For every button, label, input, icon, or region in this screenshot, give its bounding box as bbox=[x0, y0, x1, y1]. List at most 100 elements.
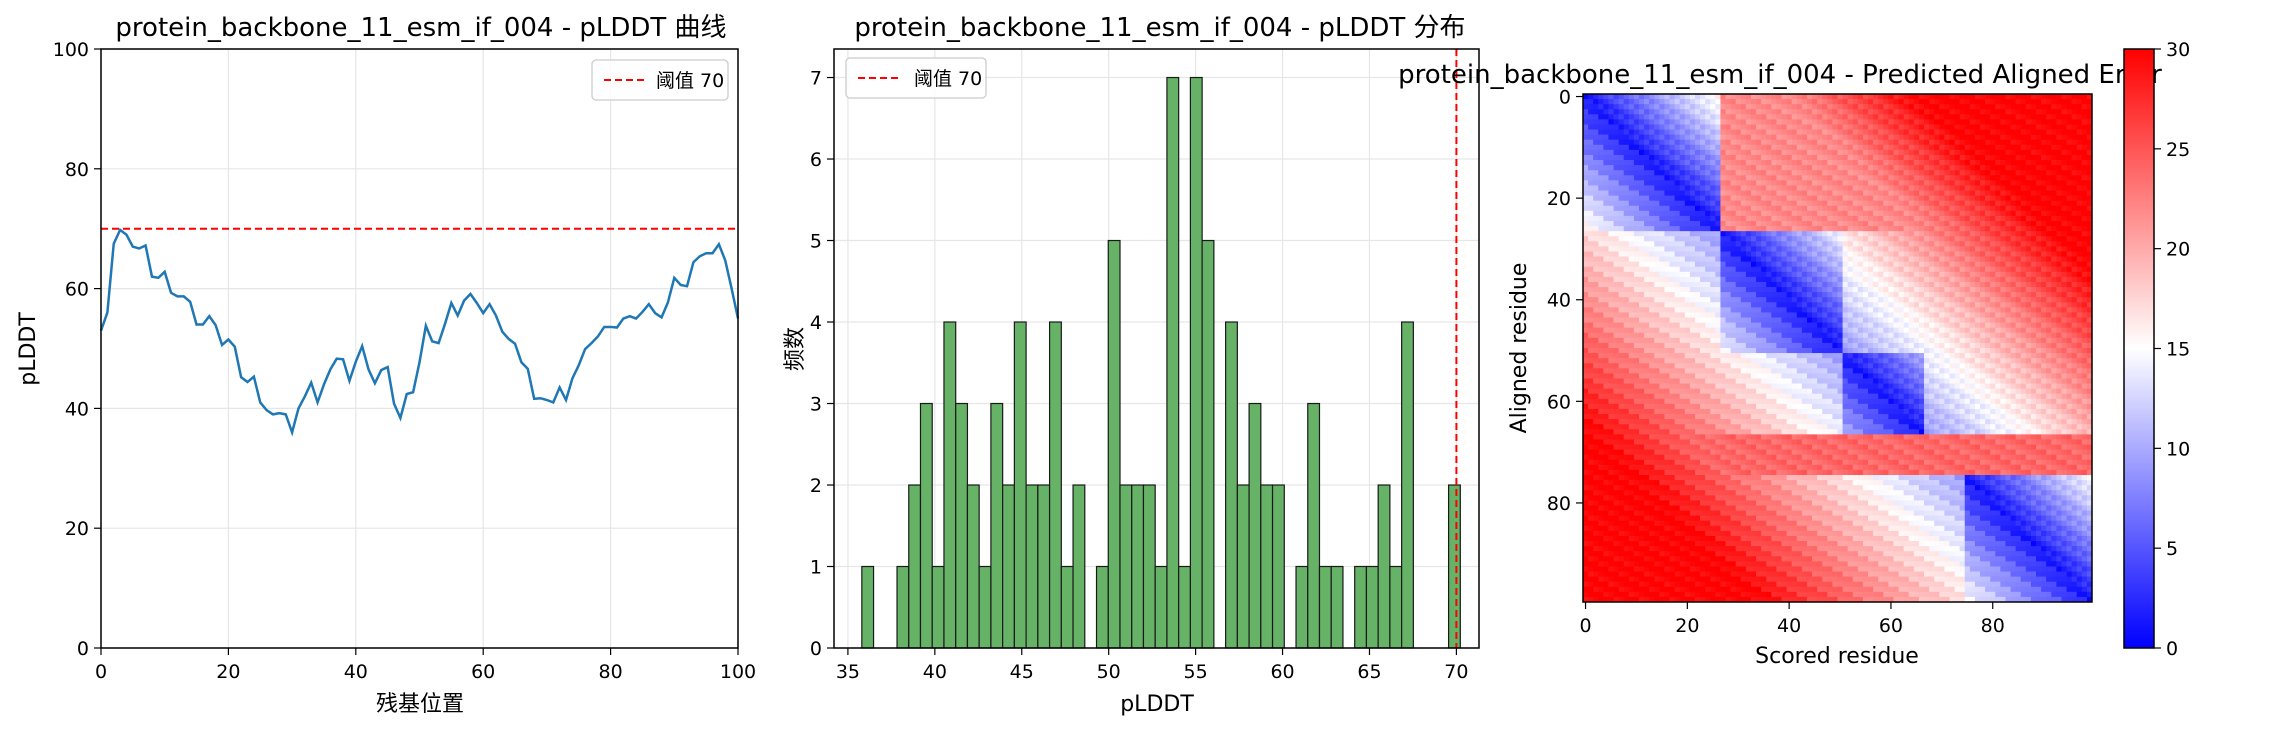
heatmap-cell bbox=[1750, 175, 1757, 181]
heatmap-cell bbox=[1628, 246, 1635, 252]
heatmap-cell bbox=[1827, 221, 1833, 227]
heatmap-cell bbox=[2020, 256, 2027, 263]
heatmap-cell bbox=[1664, 317, 1670, 323]
heatmap-cell bbox=[1908, 226, 1915, 232]
heatmap-cell bbox=[1786, 302, 1793, 308]
heatmap-cell bbox=[1664, 185, 1670, 191]
heatmap-cell bbox=[1888, 322, 1894, 329]
heatmap-cell bbox=[1644, 205, 1650, 212]
heatmap-cell bbox=[1613, 160, 1620, 166]
heatmap-cell bbox=[1781, 276, 1787, 283]
heatmap-cell bbox=[1730, 302, 1737, 308]
heatmap-cell bbox=[2076, 99, 2083, 105]
heatmap-cell bbox=[1669, 246, 1676, 252]
heatmap-cell bbox=[2015, 302, 2022, 308]
heatmap-cell bbox=[1842, 312, 1849, 318]
heatmap-cell bbox=[1745, 129, 1752, 136]
heatmap-cell bbox=[2010, 281, 2017, 288]
heatmap-cell bbox=[2025, 292, 2032, 298]
heatmap-cell bbox=[1781, 109, 1787, 115]
heatmap-cell bbox=[1913, 205, 1920, 212]
heatmap-cell bbox=[2025, 281, 2032, 288]
heatmap-cell bbox=[1959, 170, 1966, 176]
heatmap-cell bbox=[1776, 190, 1782, 196]
heatmap-cell bbox=[1638, 175, 1645, 181]
heatmap-cell bbox=[1898, 114, 1905, 120]
heatmap-cell bbox=[1700, 154, 1706, 161]
heatmap-cell bbox=[1628, 281, 1635, 288]
heatmap-cell bbox=[1913, 312, 1920, 318]
heatmap-cell bbox=[1659, 332, 1665, 339]
heatmap-cell bbox=[1710, 307, 1716, 313]
heatmap-cell bbox=[1756, 104, 1762, 110]
heatmap-cell bbox=[1588, 175, 1594, 181]
heatmap-cell bbox=[1715, 251, 1721, 257]
heatmap-cell bbox=[1710, 332, 1716, 339]
heatmap-cell bbox=[1689, 226, 1696, 232]
heatmap-cell bbox=[1705, 195, 1711, 202]
heatmap-cell bbox=[1674, 119, 1681, 125]
heatmap-cell bbox=[1603, 104, 1609, 110]
heatmap-cell bbox=[1593, 114, 1599, 120]
heatmap-cell bbox=[1944, 94, 1950, 100]
heatmap-cell bbox=[1949, 200, 1955, 207]
heatmap-cell bbox=[1776, 221, 1782, 227]
heatmap-cell bbox=[1644, 322, 1650, 329]
heatmap-cell bbox=[1725, 180, 1732, 186]
heatmap-cell bbox=[1832, 302, 1838, 308]
heatmap-cell bbox=[1995, 287, 2001, 293]
heatmap-cell bbox=[2010, 114, 2017, 120]
heatmap-cell bbox=[1694, 185, 1701, 191]
heatmap-cell bbox=[1857, 307, 1864, 313]
heatmap-cell bbox=[1761, 210, 1767, 217]
heatmap-cell bbox=[2071, 185, 2078, 191]
heatmap-cell bbox=[1715, 307, 1721, 313]
heatmap-cell bbox=[1715, 337, 1721, 344]
heatmap-cell bbox=[1995, 94, 2001, 100]
heatmap-cell bbox=[1766, 221, 1772, 227]
heatmap-cell bbox=[1847, 221, 1854, 227]
heatmap-cell bbox=[1934, 271, 1940, 278]
heatmap-cell bbox=[1786, 165, 1793, 171]
heatmap-cell bbox=[1679, 129, 1686, 136]
heatmap-cell bbox=[2071, 200, 2078, 207]
heatmap-cell bbox=[2086, 129, 2093, 136]
heatmap-cell bbox=[1806, 99, 1813, 105]
heatmap-cell bbox=[1974, 307, 1981, 313]
heatmap-cell bbox=[1801, 337, 1808, 344]
heatmap-cell bbox=[1679, 241, 1686, 247]
heatmap-cell bbox=[2036, 337, 2042, 344]
heatmap-cell bbox=[1603, 195, 1609, 202]
heatmap-cell bbox=[2041, 195, 2047, 202]
heatmap-cell bbox=[1868, 226, 1874, 232]
heatmap-cell bbox=[2025, 231, 2032, 237]
heatmap-cell bbox=[2000, 94, 2006, 100]
heatmap-cell bbox=[1725, 190, 1732, 196]
heatmap-cell bbox=[1608, 312, 1614, 318]
heatmap-cell bbox=[2071, 312, 2078, 318]
heatmap-cell bbox=[1873, 302, 1879, 308]
heatmap-cell bbox=[1623, 337, 1630, 344]
heatmap-cell bbox=[1756, 119, 1762, 125]
heatmap-cell bbox=[2036, 114, 2042, 120]
heatmap-cell bbox=[1781, 119, 1787, 125]
heatmap-cell bbox=[1766, 165, 1772, 171]
heatmap-cell bbox=[2081, 226, 2088, 232]
heatmap-cell bbox=[1995, 195, 2001, 202]
heatmap-cell bbox=[1908, 180, 1915, 186]
heatmap-cell bbox=[1883, 256, 1889, 263]
heatmap-cell bbox=[1730, 292, 1737, 298]
heatmap-cell bbox=[1893, 215, 1899, 222]
heatmap-cell bbox=[1857, 144, 1864, 151]
heatmap-cell bbox=[1720, 165, 1726, 171]
heatmap-cell bbox=[1766, 205, 1772, 212]
heatmap-cell bbox=[1771, 327, 1777, 334]
histogram-bar bbox=[1131, 484, 1145, 649]
heatmap-cell bbox=[2030, 276, 2037, 283]
heatmap-cell bbox=[1669, 256, 1676, 263]
heatmap-cell bbox=[1791, 160, 1798, 166]
heatmap-cell bbox=[1730, 337, 1737, 344]
heatmap-cell bbox=[2010, 185, 2017, 191]
heatmap-cell bbox=[1618, 160, 1625, 166]
